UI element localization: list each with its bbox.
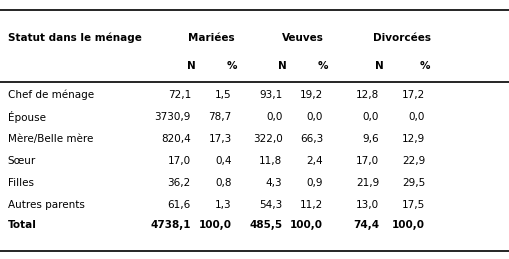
Text: N: N — [375, 61, 384, 71]
Text: 4,3: 4,3 — [266, 178, 282, 188]
Text: 19,2: 19,2 — [300, 90, 323, 99]
Text: 3730,9: 3730,9 — [155, 112, 191, 121]
Text: 17,5: 17,5 — [402, 200, 425, 210]
Text: 9,6: 9,6 — [362, 134, 379, 143]
Text: 4738,1: 4738,1 — [150, 220, 191, 230]
Text: 0,0: 0,0 — [307, 112, 323, 121]
Text: 21,9: 21,9 — [356, 178, 379, 188]
Text: 100,0: 100,0 — [392, 220, 425, 230]
Text: 78,7: 78,7 — [208, 112, 232, 121]
Text: 54,3: 54,3 — [259, 200, 282, 210]
Text: 1,3: 1,3 — [215, 200, 232, 210]
Text: 0,4: 0,4 — [215, 156, 232, 166]
Text: 12,8: 12,8 — [356, 90, 379, 99]
Text: 485,5: 485,5 — [249, 220, 282, 230]
Text: Chef de ménage: Chef de ménage — [8, 89, 94, 100]
Text: 93,1: 93,1 — [259, 90, 282, 99]
Text: 29,5: 29,5 — [402, 178, 425, 188]
Text: 0,8: 0,8 — [215, 178, 232, 188]
Text: 0,0: 0,0 — [363, 112, 379, 121]
Text: 17,3: 17,3 — [208, 134, 232, 143]
Text: Divorcées: Divorcées — [373, 33, 431, 42]
Text: N: N — [186, 61, 195, 71]
Text: 72,1: 72,1 — [167, 90, 191, 99]
Text: 322,0: 322,0 — [253, 134, 282, 143]
Text: 11,2: 11,2 — [300, 200, 323, 210]
Text: Sœur: Sœur — [8, 156, 36, 166]
Text: Total: Total — [8, 220, 37, 230]
Text: 12,9: 12,9 — [402, 134, 425, 143]
Text: N: N — [278, 61, 287, 71]
Text: 1,5: 1,5 — [215, 90, 232, 99]
Text: 100,0: 100,0 — [199, 220, 232, 230]
Text: Épouse: Épouse — [8, 111, 46, 123]
Text: 61,6: 61,6 — [167, 200, 191, 210]
Text: Filles: Filles — [8, 178, 34, 188]
Text: Mère/Belle mère: Mère/Belle mère — [8, 134, 93, 143]
Text: 17,2: 17,2 — [402, 90, 425, 99]
Text: 17,0: 17,0 — [168, 156, 191, 166]
Text: Veuves: Veuves — [282, 33, 324, 42]
Text: Statut dans le ménage: Statut dans le ménage — [8, 32, 142, 43]
Text: 820,4: 820,4 — [161, 134, 191, 143]
Text: 17,0: 17,0 — [356, 156, 379, 166]
Text: 0,0: 0,0 — [266, 112, 282, 121]
Text: 11,8: 11,8 — [259, 156, 282, 166]
Text: 0,0: 0,0 — [409, 112, 425, 121]
Text: 22,9: 22,9 — [402, 156, 425, 166]
Text: 100,0: 100,0 — [290, 220, 323, 230]
Text: 74,4: 74,4 — [353, 220, 379, 230]
Text: 13,0: 13,0 — [356, 200, 379, 210]
Text: 0,9: 0,9 — [307, 178, 323, 188]
Text: 2,4: 2,4 — [306, 156, 323, 166]
Text: Autres parents: Autres parents — [8, 200, 84, 210]
Text: 36,2: 36,2 — [167, 178, 191, 188]
Text: %: % — [318, 61, 328, 71]
Text: 66,3: 66,3 — [300, 134, 323, 143]
Text: %: % — [227, 61, 237, 71]
Text: Mariées: Mariées — [188, 33, 235, 42]
Text: %: % — [420, 61, 430, 71]
